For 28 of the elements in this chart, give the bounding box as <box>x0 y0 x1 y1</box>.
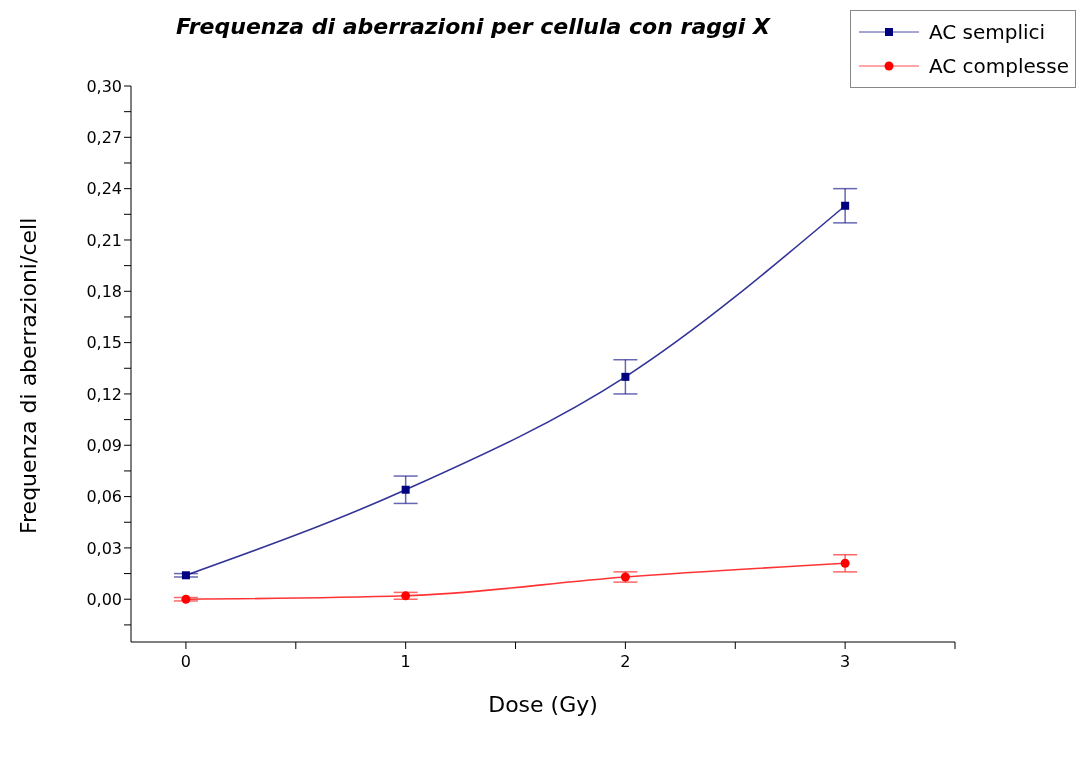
y-tick-label: 0,06 <box>86 487 122 507</box>
point <box>620 572 630 582</box>
x-tick-label: 2 <box>620 652 631 671</box>
y-tick-label: 0,09 <box>86 435 122 455</box>
y-tick-label: 0,21 <box>86 230 122 250</box>
point <box>841 201 850 210</box>
y-axis-title: Frequenza di aberrazioni/cell <box>15 217 41 534</box>
legend-label: AC semplici <box>928 20 1046 44</box>
y-tick-label: 0,15 <box>86 333 122 353</box>
y-tick-label: 0,30 <box>86 76 122 96</box>
point <box>181 594 191 604</box>
point <box>401 591 411 601</box>
x-tick-label: 3 <box>840 652 851 671</box>
y-tick-label: 0,00 <box>86 589 122 609</box>
legend-label: AC complesse <box>928 54 1069 78</box>
point <box>621 372 630 381</box>
y-tick-label: 0,03 <box>86 538 122 558</box>
point <box>181 571 190 580</box>
y-tick-label: 0,12 <box>86 384 122 404</box>
x-tick-label: 0 <box>180 652 192 671</box>
y-tick-label: 0,27 <box>86 128 122 147</box>
y-tick-label: 0,18 <box>86 281 122 301</box>
x-tick-label: 1 <box>400 652 411 671</box>
chart-title: Frequenza di aberrazioni per cellula con raggi X <box>176 14 770 39</box>
point <box>840 558 850 568</box>
x-axis-title: Dose (Gy) <box>488 692 598 717</box>
y-tick-label: 0,24 <box>86 179 122 199</box>
point <box>401 485 410 494</box>
